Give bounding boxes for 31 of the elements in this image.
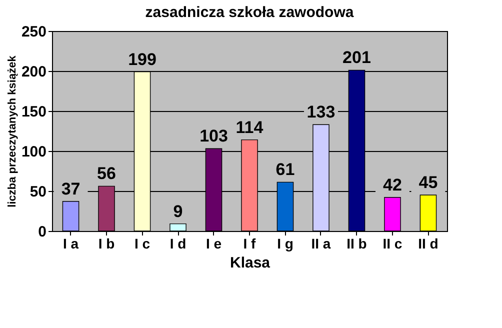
y-axis-title: liczba przeczytanych książek [6,54,18,208]
data-label: 103 [200,126,228,146]
x-tick-label: I d [170,236,186,252]
y-tick-label: 50 [30,184,46,200]
chart-title: zasadnicza szkoła zawodowa [145,4,354,21]
data-label: 114 [236,118,264,137]
x-tick-label: I f [243,236,256,252]
x-tick-label: II b [346,236,367,252]
x-tick-label: II c [382,236,402,252]
data-label: 61 [276,160,295,180]
data-label: 133 [306,102,336,122]
y-tick-label: 200 [21,64,46,80]
data-label: 56 [97,164,116,184]
x-axis-title: Klasa [230,254,271,272]
data-label: 42 [383,175,402,194]
x-tick-label: II d [418,236,438,252]
data-label: 199 [128,50,156,69]
x-tick-label: II a [311,236,331,252]
y-tick-label: 0 [38,224,46,240]
data-label: 201 [342,48,371,68]
data-label: 9 [173,202,183,221]
x-tick-label: I a [62,236,79,252]
y-tick-label: 100 [21,144,46,160]
x-tick-label: I c [134,236,150,252]
data-label: 45 [418,173,438,192]
data-label: 37 [61,179,80,198]
x-tick-label: I b [98,236,115,252]
y-tick-label: 250 [21,24,46,40]
x-tick-label: I e [206,236,222,252]
y-tick-label: 150 [21,104,46,120]
x-tick-label: I g [277,236,294,252]
